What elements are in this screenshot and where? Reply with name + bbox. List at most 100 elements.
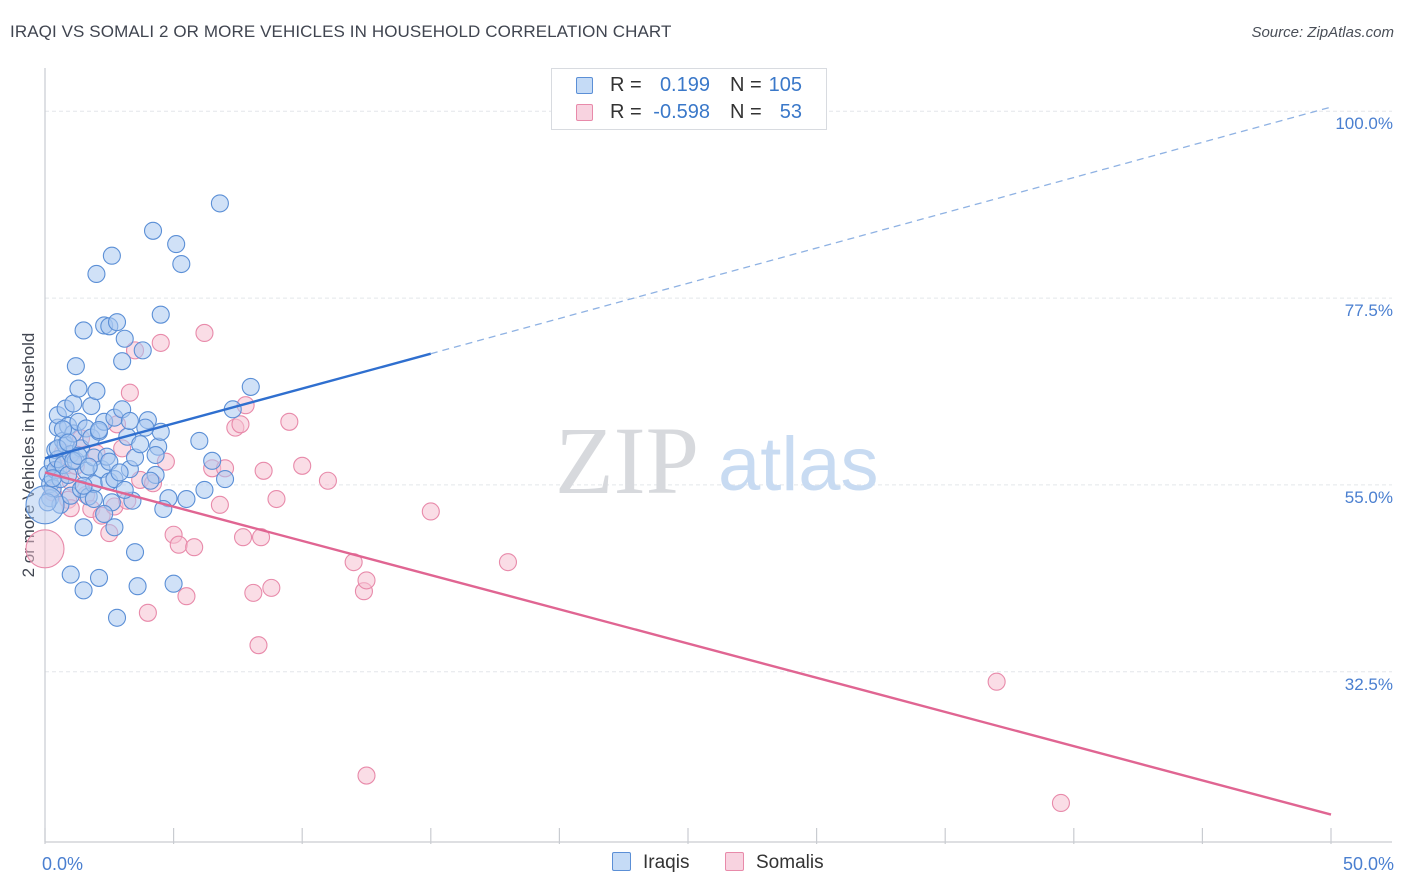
- legend-swatch-somalis: [576, 104, 593, 121]
- series-legend-iraqis[interactable]: Iraqis: [612, 852, 689, 874]
- iraqis-point-77: [61, 565, 80, 584]
- y-tick-label-1: 77.5%: [1345, 301, 1393, 320]
- iraqis-point-90: [89, 421, 109, 440]
- iraqis-point-103: [177, 489, 196, 509]
- iraqis-point-47: [102, 246, 121, 265]
- iraqis-point-88: [79, 457, 98, 476]
- somalis-point-21: [151, 333, 170, 352]
- somalis-point-47: [498, 553, 518, 572]
- somalis-point-24: [169, 535, 188, 554]
- somalis-point-45: [357, 571, 376, 590]
- somalis-point-38: [262, 578, 281, 597]
- trend-lines: [44, 106, 1332, 816]
- iraqis-point-50: [105, 518, 124, 537]
- iraqis-point-23: [66, 357, 85, 376]
- somalis-point-27: [195, 323, 214, 342]
- somalis-point-42: [318, 471, 337, 490]
- iraqis-swatch: [612, 852, 631, 871]
- legend-r-value: -0.598: [653, 101, 710, 123]
- x-tick-label-0: 0.0%: [42, 854, 83, 874]
- legend-n-label: N =: [730, 74, 762, 96]
- source-credit: Source: ZipAtlas.com: [1251, 24, 1394, 41]
- iraqis-label: Iraqis: [643, 852, 690, 873]
- iraqis-point-29: [74, 518, 93, 537]
- iraqis-point-59: [128, 577, 147, 596]
- somalis-point-32: [231, 415, 250, 434]
- y-tick-label-3: 32.5%: [1345, 675, 1393, 694]
- somalis-point-50: [1051, 793, 1070, 813]
- somalis-point-16: [120, 383, 139, 402]
- iraqis-point-78: [74, 581, 93, 600]
- somalis-point-39: [267, 489, 286, 509]
- watermark: ZIP atlas: [555, 407, 879, 514]
- iraqis-point-60: [133, 341, 152, 360]
- series-legend-somalis[interactable]: Somalis: [725, 852, 824, 874]
- iraqis-point-68: [164, 574, 183, 593]
- somalis-point-33: [233, 528, 253, 547]
- legend-r-value: 0.199: [659, 74, 710, 96]
- iraqis-point-71: [190, 431, 209, 450]
- iraqis-point-96: [120, 411, 139, 431]
- iraqis-point-76: [241, 377, 260, 396]
- somalis-point-40: [280, 412, 299, 431]
- y-tick-label-0: 100.0%: [1335, 114, 1393, 133]
- somalis-point-19: [138, 603, 157, 622]
- legend-n-value: 105: [768, 74, 802, 96]
- iraqis-point-large: [25, 485, 65, 525]
- somalis-point-large: [25, 529, 65, 569]
- iraqis-point-72: [203, 451, 222, 470]
- legend-r-label: R =: [610, 101, 642, 123]
- axes: [44, 68, 1392, 844]
- iraqis-point-66: [151, 305, 170, 324]
- chart-title: IRAQI VS SOMALI 2 OR MORE VEHICLES IN HO…: [10, 22, 672, 41]
- x-tick-label-1: 50.0%: [1343, 854, 1394, 874]
- legend-swatch-iraqis: [576, 77, 593, 94]
- iraqis-point-58: [125, 543, 145, 562]
- somalis-point-46: [421, 502, 440, 521]
- iraqis-point-39: [89, 568, 109, 587]
- somalis-point-35: [244, 583, 263, 602]
- iraqis-point-73: [210, 194, 229, 213]
- iraqis-point-101: [146, 445, 165, 465]
- iraqis-point-54: [115, 329, 134, 348]
- somalis-point-25: [177, 587, 196, 606]
- legend-row-somalis: R = -0.598 N = 53: [552, 101, 826, 127]
- correlation-legend: R = 0.199 N = 105 R = -0.598 N = 53: [551, 68, 827, 130]
- iraqis-point-100: [141, 471, 160, 490]
- iraqis-point-28: [74, 321, 93, 340]
- tick-labels: 100.0% 77.5% 55.0% 32.5% 0.0% 50.0%: [42, 114, 1394, 874]
- iraqis-point-89: [84, 489, 103, 509]
- somalis-trend-line: [44, 471, 1332, 816]
- iraqis-point-70: [172, 254, 191, 274]
- watermark-atlas: atlas: [718, 422, 879, 507]
- iraqis-point-91: [95, 504, 114, 524]
- somalis-point-49: [357, 766, 376, 785]
- iraqis-point-51: [107, 313, 127, 332]
- iraqis-point-53: [113, 352, 132, 371]
- iraqis-point-104: [195, 480, 214, 499]
- somalis-label: Somalis: [756, 852, 824, 873]
- iraqis-point-62: [143, 221, 163, 240]
- somalis-point-29: [210, 495, 229, 514]
- somalis-swatch: [725, 852, 744, 871]
- iraqis-trend-extension: [430, 106, 1332, 355]
- iraqis-point-94: [110, 463, 129, 482]
- somalis-points: [25, 323, 1070, 813]
- iraqis-trend-line: [44, 352, 432, 460]
- somalis-point-36: [249, 636, 268, 655]
- iraqis-point-69: [167, 235, 186, 254]
- legend-r-label: R =: [610, 74, 642, 96]
- iraqis-point-98: [131, 435, 150, 454]
- legend-n-label: N =: [730, 101, 762, 123]
- legend-n-value: 53: [779, 101, 802, 123]
- iraqis-point-38: [87, 382, 106, 401]
- legend-row-iraqis: R = 0.199 N = 105: [552, 74, 826, 100]
- somalis-point-41: [293, 456, 312, 475]
- somalis-point-51: [254, 461, 273, 480]
- iraqis-point-74: [215, 470, 235, 489]
- iraqis-point-37: [87, 264, 106, 284]
- watermark-zip: ZIP: [555, 407, 699, 514]
- somalis-point-26: [185, 538, 204, 557]
- y-tick-label-2: 55.0%: [1345, 488, 1393, 507]
